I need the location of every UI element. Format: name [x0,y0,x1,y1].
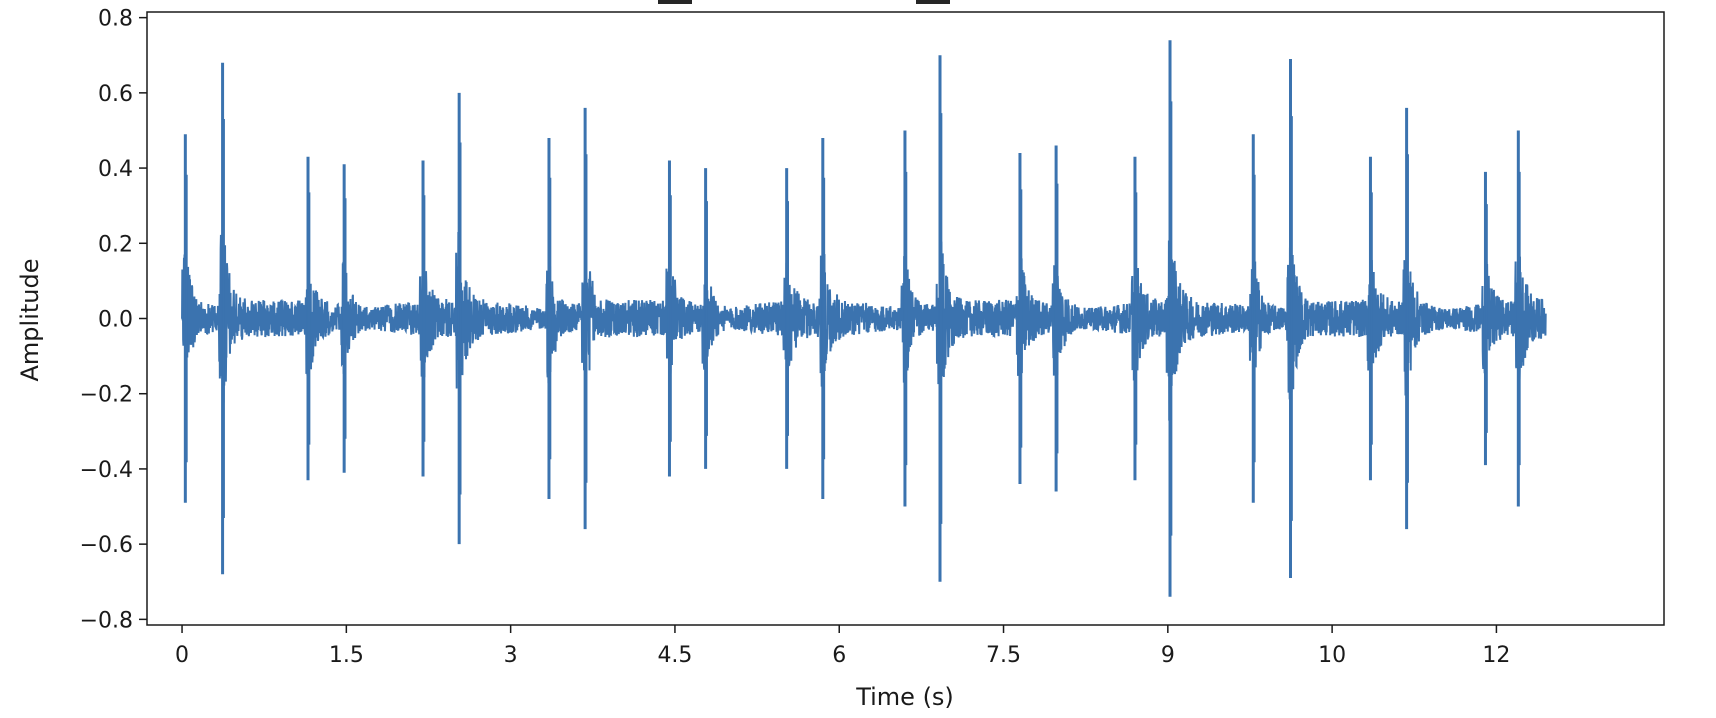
x-tick-label: 7.5 [986,643,1021,668]
plot-area [181,40,1547,597]
y-tick-label: −0.6 [80,533,133,558]
y-tick-label: −0.8 [80,608,133,633]
y-axis: 0.8 0.6 0.4 0.2 0.0 −0.2 −0.4 −0.6 −0.8 [80,7,147,633]
y-tick-label: 0.2 [98,232,133,257]
title-fragment-left [658,0,692,4]
x-tick-label: 4.5 [657,643,692,668]
y-tick-label: 0.8 [98,7,133,32]
title-fragment-right [916,0,950,4]
x-tick-label: 12 [1482,643,1510,668]
x-tick-label: 9 [1161,643,1175,668]
x-axis-label: Time (s) [855,683,954,711]
x-tick-label: 10 [1318,643,1346,668]
y-axis-label: Amplitude [16,259,44,382]
y-tick-label: −0.4 [80,458,133,483]
x-tick-label: 1.5 [329,643,364,668]
y-tick-label: −0.2 [80,383,133,408]
y-tick-label: 0.6 [98,82,133,107]
title-fragments [658,0,950,4]
y-tick-label: 0.4 [98,157,133,182]
x-axis: 0 1.5 3 4.5 6 7.5 9 10 12 [175,625,1510,668]
x-tick-label: 6 [832,643,846,668]
y-tick-label: 0.0 [98,308,133,333]
x-tick-label: 3 [504,643,518,668]
waveform-noise-series [181,216,1547,421]
x-tick-label: 0 [175,643,189,668]
